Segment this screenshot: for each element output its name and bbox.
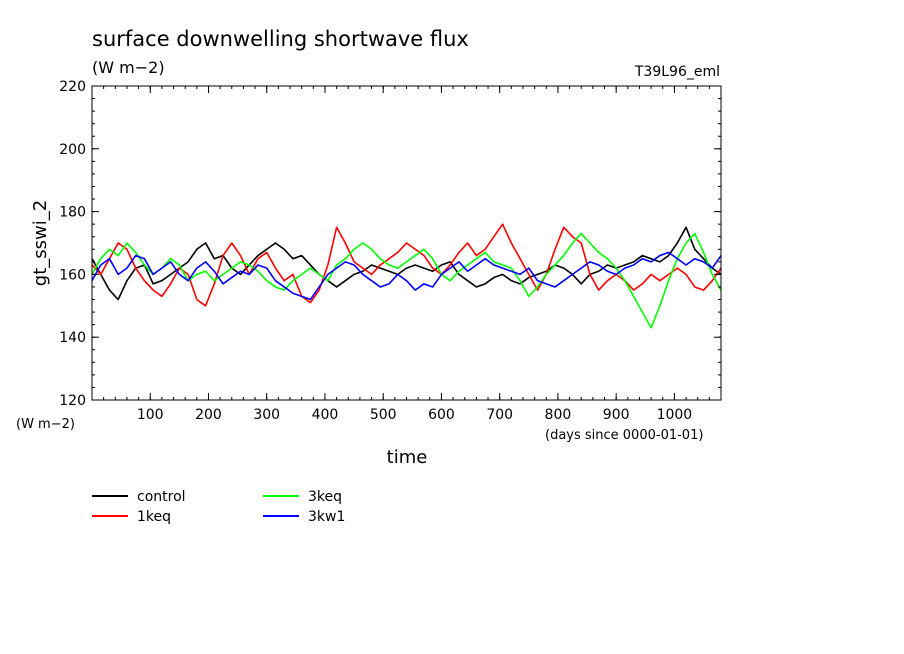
y-axis-label: gt_sswi_2 (30, 200, 51, 286)
plot-area: 100 200 300 400 500 600 700 800 900 1000 120 140 160… (59, 79, 722, 423)
y-units-corner: (W m−2) (16, 417, 75, 432)
x-tick-label: 400 (312, 407, 339, 423)
x-tick-label: 100 (137, 407, 164, 423)
y-tick-label: 120 (59, 393, 86, 409)
y-tick-label: 160 (59, 267, 86, 283)
y-tick-label: 200 (59, 142, 86, 158)
legend-label-3kw1: 3kw1 (308, 509, 345, 525)
x-axis-label: time (387, 447, 428, 468)
y-tick-label: 180 (59, 205, 86, 221)
x-units-corner: (days since 0000-01-01) (545, 428, 703, 443)
series-line-3kw1 (91, 251, 722, 301)
series-layer (91, 223, 722, 329)
legend-label-1keq: 1keq (137, 509, 171, 525)
legend-label-3keq: 3keq (308, 489, 342, 505)
chart-units: (W m−2) (92, 58, 165, 77)
y-tick-label: 220 (59, 79, 86, 95)
series-line-control (91, 226, 722, 301)
series-line-3keq (91, 232, 722, 329)
x-tick-label: 800 (545, 407, 572, 423)
x-tick-label: 700 (486, 407, 513, 423)
tick-layer: 100 200 300 400 500 600 700 800 900 1000 120 140 160… (59, 79, 721, 423)
x-tick-label: 600 (428, 407, 455, 423)
x-tick-label: 500 (370, 407, 397, 423)
x-tick-label: 1000 (657, 407, 693, 423)
model-label: T39L96_eml (634, 64, 720, 80)
x-tick-label: 900 (603, 407, 630, 423)
legend-label-control: control (137, 489, 186, 505)
x-tick-label: 200 (195, 407, 222, 423)
legend: control 1keq 3keq 3kw1 (92, 489, 345, 525)
x-tick-label: 300 (253, 407, 280, 423)
chart-title: surface downwelling shortwave flux (92, 27, 469, 51)
y-tick-label: 140 (59, 330, 86, 346)
